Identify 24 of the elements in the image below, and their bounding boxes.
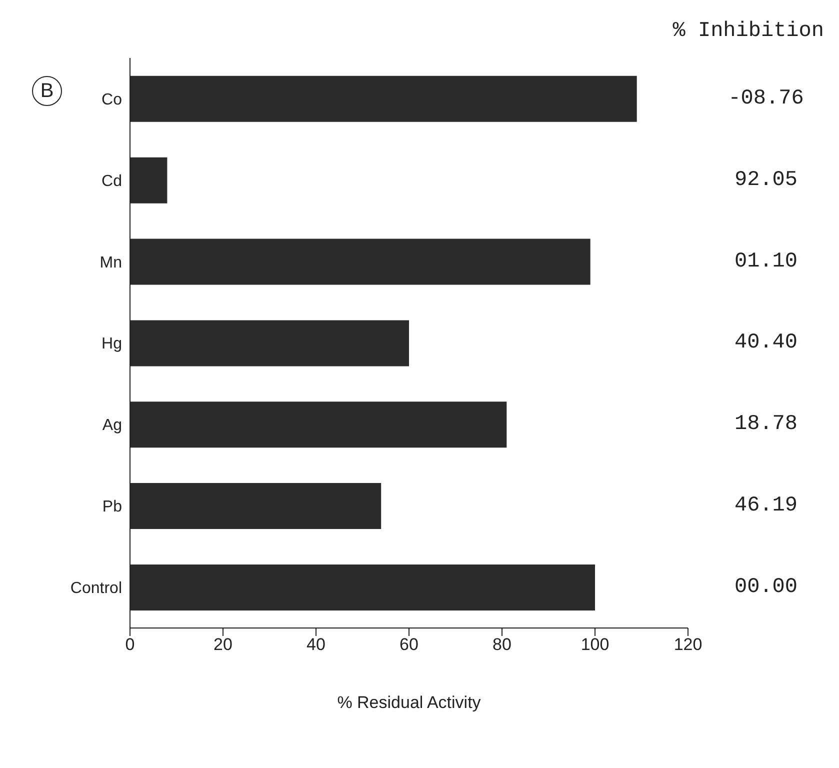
x-tick-label: 40: [306, 635, 326, 654]
y-tick-label: Cd: [102, 172, 122, 190]
x-tick-label: 20: [214, 635, 232, 654]
legend-title: % Inhibition: [672, 20, 824, 43]
y-tick-label: Mn: [100, 254, 122, 272]
text: 46.19: [734, 494, 798, 518]
x-tick-label: 120: [674, 635, 702, 654]
x-axis-title: % Residual Activity: [337, 693, 482, 712]
x-tick-label: 80: [492, 635, 512, 654]
text: 00.00: [734, 576, 798, 599]
x-tick-label: 60: [400, 635, 418, 654]
text: 40.40: [734, 332, 798, 355]
y-tick-label: Pb: [102, 498, 122, 516]
text: 92.05: [734, 168, 798, 192]
y-tick-label: Control: [70, 580, 122, 597]
y-tick-label: Co: [102, 91, 122, 108]
y-tick-label: Ag: [102, 417, 122, 434]
text: 18.78: [734, 413, 798, 436]
text: 01.10: [734, 250, 798, 274]
y-tick-label: Hg: [102, 336, 122, 353]
text: -08.76: [728, 87, 804, 110]
x-tick-label: 0: [125, 635, 135, 654]
text: B: [32, 76, 62, 106]
x-tick-label: 100: [580, 635, 610, 654]
